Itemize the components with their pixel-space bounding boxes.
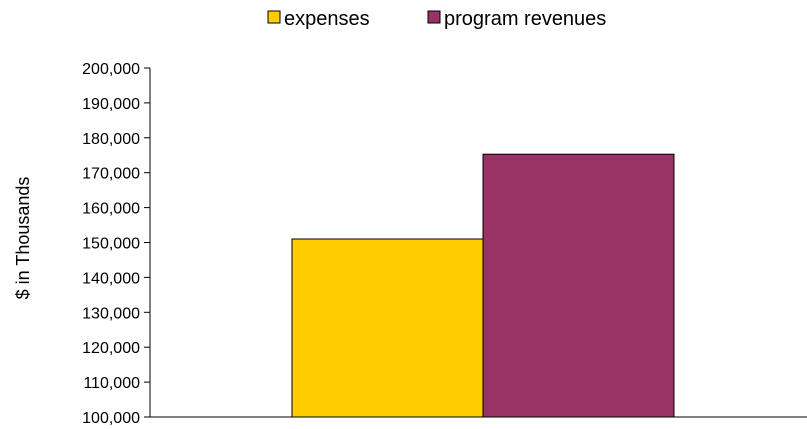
legend-label-program-revenues: program revenues [444,8,606,30]
y-tick-label: 150,000 [82,236,140,253]
y-tick-label: 110,000 [83,375,140,392]
legend-label-expenses: expenses [284,8,370,30]
bar-expenses [291,238,484,418]
legend-swatch-expenses [267,10,281,24]
y-axis-label: $ in Thousands [13,177,33,300]
legend-swatch-program-revenues [427,10,441,24]
y-tick-label: 130,000 [82,305,140,322]
y-tick-label: 190,000 [82,96,140,113]
y-tick-label: 120,000 [82,340,140,357]
bar-program-revenues [482,153,675,418]
bars [291,153,675,418]
y-tick-label: 170,000 [82,166,140,183]
legend: expenses program revenues [267,8,606,30]
y-tick-label: 160,000 [82,201,140,218]
y-tick-label: 140,000 [82,270,140,287]
y-tick-label: 200,000 [82,61,140,78]
y-tick-label: 180,000 [82,131,140,148]
y-axis-ticks: 100,000 110,000 120,000 130,000 140,000 150,0… [82,61,150,427]
y-tick-label: 100,000 [82,410,140,427]
